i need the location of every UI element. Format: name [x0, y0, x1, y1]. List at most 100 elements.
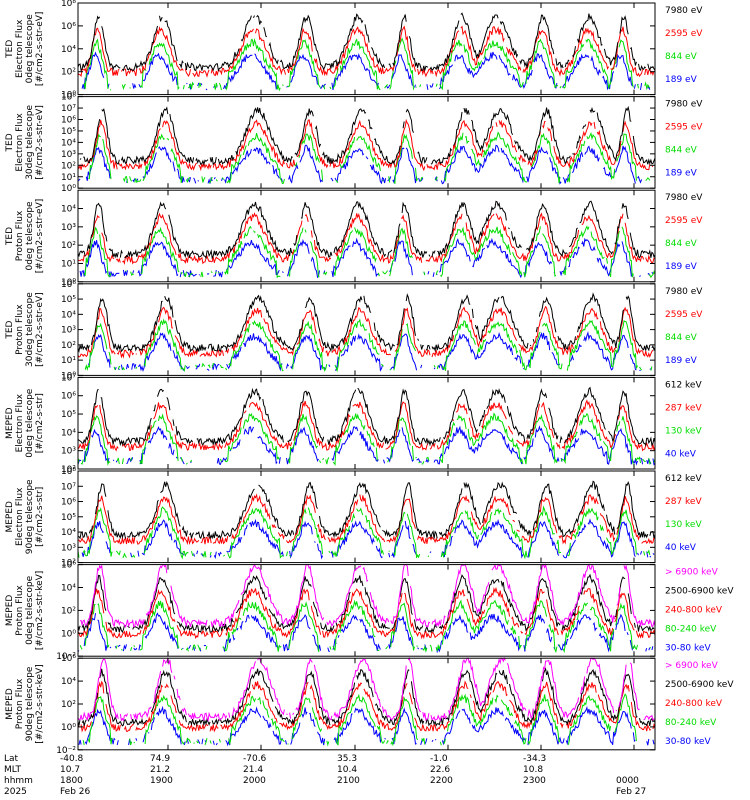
y-tick-label: 10⁶ — [61, 280, 76, 290]
legend-entry: 844 eV — [665, 333, 698, 343]
y-tick-label: 10⁷ — [61, 373, 76, 383]
y-axis-label: [#/cm2-s-str-keV] — [35, 571, 45, 650]
legend-entry: 287 keV — [665, 497, 702, 507]
panel-5: 10² 10³ 10⁴ 10⁵ 10⁶ 10⁷ MEPED Electron Flux 0deg… — [5, 373, 702, 475]
y-axis-label: [#/cm2-s-str-eV] — [35, 105, 45, 180]
y-axis-label: Proton Flux — [15, 584, 25, 635]
legend-entry: 612 keV — [665, 380, 702, 390]
legend-entry: > 6900 keV — [665, 568, 719, 578]
y-axis-label: TED — [5, 227, 15, 246]
y-axis-label: 30deg telescope — [25, 105, 35, 180]
y-tick-label: 10⁰ — [61, 629, 76, 639]
legend-entry: 844 eV — [665, 239, 698, 249]
legend-entry: 2500-6900 keV — [665, 587, 734, 597]
x-axis-mlt-value: 10.8 — [523, 765, 543, 775]
y-tick-label: 10⁵ — [61, 410, 76, 420]
y-tick-label: 10⁻² — [56, 746, 76, 756]
y-tick-label: 10⁷ — [61, 104, 76, 114]
legend-entry: 844 eV — [665, 52, 698, 62]
legend-entry: 7980 eV — [665, 6, 703, 16]
y-tick-label: 10¹ — [61, 259, 76, 269]
y-tick-label: 10⁻² — [56, 652, 76, 662]
y-tick-label: 10³ — [61, 543, 76, 553]
y-tick-label: 10⁸ — [61, 467, 76, 477]
x-axis-hhmm-value: 1800 — [60, 776, 83, 786]
legend-entry: 2595 eV — [665, 216, 703, 226]
series--6900-kev-trace-p7 — [79, 563, 656, 628]
y-axis-label: [#/cm2-s-str-eV] — [35, 199, 45, 274]
series-7980-ev-trace-p1 — [77, 12, 656, 73]
y-tick-label: 10² — [61, 161, 76, 171]
x-axis-date-value: Feb 27 — [616, 787, 646, 797]
legend-entry: 240-800 keV — [665, 699, 723, 709]
y-axis-label: 30deg telescope — [25, 292, 35, 367]
x-axis-hhmm-value: 1900 — [150, 776, 173, 786]
y-tick-label: 10⁶ — [61, 561, 76, 571]
y-tick-label: 10⁶ — [61, 392, 76, 402]
y-axis-label: 90deg telescope — [25, 666, 35, 741]
panel-7: 10⁻² 10⁰ 10² 10⁴ 10⁶ MEPED Proton Flux 0deg tel… — [5, 561, 734, 663]
legend-entry: 7980 eV — [665, 287, 703, 297]
y-axis-label: 0deg telescope — [25, 388, 35, 458]
y-axis-label: 0deg telescope — [25, 575, 35, 645]
legend-entry: 40 keV — [665, 449, 697, 459]
panel-4: 10⁰ 10¹ 10² 10³ 10⁴ 10⁵ 10⁶ TED Proton Flux 30deg… — [5, 280, 703, 382]
legend-entry: 130 keV — [665, 426, 702, 436]
series-240-800-kev-trace-p7 — [77, 586, 656, 640]
x-axis-row-label: MLT — [4, 765, 22, 775]
legend-entry: 287 keV — [665, 403, 702, 413]
y-tick-label: 10⁴ — [61, 428, 76, 438]
x-axis-hhmm-value: 2200 — [430, 776, 453, 786]
y-tick-label: 10⁰ — [61, 278, 76, 288]
x-axis-hhmm-value: 2100 — [337, 776, 360, 786]
legend-entry: 189 eV — [665, 75, 698, 85]
x-axis-lat-value: -1.0 — [430, 754, 448, 764]
x-axis-mlt-value: 10.7 — [60, 765, 80, 775]
y-tick-label: 10⁸ — [61, 93, 76, 103]
y-axis-label: [#/cm2-s-str-keV] — [35, 664, 45, 743]
y-tick-label: 10⁰ — [61, 91, 76, 101]
legend-entry: 130 keV — [665, 520, 702, 530]
legend-entry: 844 eV — [665, 146, 698, 156]
series-287-kev-trace-p5 — [77, 399, 656, 452]
legend-entry: 240-800 keV — [665, 606, 723, 616]
series-80-240-kev-trace-p7 — [79, 599, 652, 654]
x-axis-lat-value: -40.8 — [60, 754, 84, 764]
y-axis-label: Electron Flux — [15, 487, 25, 546]
legend-entry: 7980 eV — [665, 100, 703, 110]
y-tick-label: 10⁴ — [61, 677, 76, 687]
legend-entry: 2500-6900 keV — [665, 680, 734, 690]
plot-frame — [77, 189, 656, 283]
y-tick-label: 10² — [61, 465, 76, 475]
panel-3: 10⁰ 10¹ 10² 10³ 10⁴ TED Proton Flux 0deg telesc… — [5, 189, 703, 288]
y-tick-label: 10¹ — [61, 356, 76, 366]
y-tick-label: 10³ — [61, 326, 76, 336]
y-tick-label: 10⁰ — [61, 723, 76, 733]
legend-entry: 7980 eV — [665, 193, 703, 203]
x-axis-hhmm-value: 2300 — [523, 776, 546, 786]
y-tick-label: 10⁴ — [61, 45, 76, 55]
y-axis-label: MEPED — [5, 688, 15, 720]
series-2595-ev-trace-p4 — [78, 307, 655, 357]
y-axis-label: 90deg telescope — [25, 479, 35, 554]
series-30-80-kev-trace-p8 — [78, 705, 655, 747]
legend-entry: 30-80 keV — [665, 737, 711, 747]
y-axis-label: [#/cm2-s-str] — [35, 487, 45, 547]
y-tick-label: 10² — [61, 341, 76, 351]
y-tick-label: 10⁵ — [61, 513, 76, 523]
y-axis-label: MEPED — [5, 501, 15, 533]
y-tick-label: 10⁴ — [61, 528, 76, 538]
legend-entry: 2595 eV — [665, 310, 703, 320]
x-axis-row-label: hhmm — [4, 776, 33, 786]
series-80-240-kev-trace-p8 — [83, 694, 655, 745]
y-tick-label: 10⁵ — [61, 295, 76, 305]
panel-1: 10⁰ 10² 10⁴ 10⁶ 10⁸ TED Electron Flux 0deg tele… — [5, 0, 703, 101]
legend-entry: 189 eV — [665, 169, 698, 179]
panel-8: 10⁻² 10⁰ 10² 10⁴ 10⁶ MEPED Proton Flux 90deg te… — [5, 654, 734, 756]
y-axis-label: Proton Flux — [15, 678, 25, 729]
legend-entry: 612 keV — [665, 474, 702, 484]
x-axis-hhmm-value: 2000 — [243, 776, 266, 786]
y-tick-label: 10³ — [61, 223, 76, 233]
series-2595-ev-trace-p1 — [77, 25, 655, 78]
